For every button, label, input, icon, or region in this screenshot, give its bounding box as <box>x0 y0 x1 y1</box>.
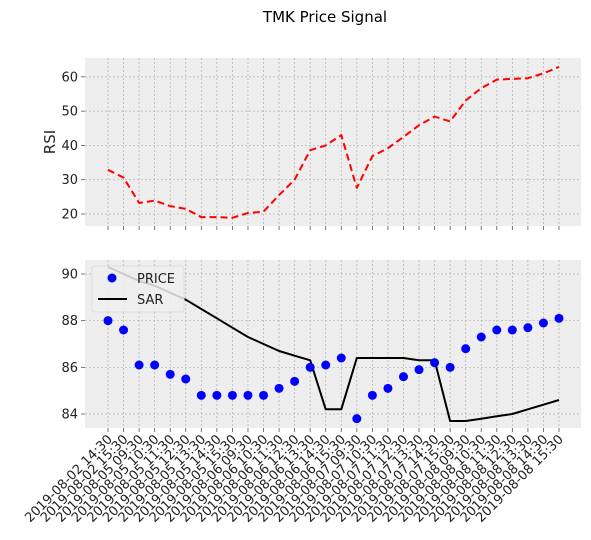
price-point <box>243 390 253 400</box>
chart-title: TMK Price Signal <box>262 8 387 26</box>
price-point <box>445 362 455 372</box>
price-point <box>414 365 424 375</box>
legend: PRICE SAR <box>91 265 185 313</box>
price-point <box>227 390 237 400</box>
rsi-panel: 20 30 40 50 60 RSI <box>41 58 581 230</box>
price-y-tick-label: 84 <box>61 408 78 423</box>
legend-price-label: PRICE <box>137 272 175 287</box>
price-point <box>181 374 191 384</box>
rsi-gridlines <box>85 58 581 226</box>
price-point <box>554 313 564 323</box>
price-point <box>259 390 269 400</box>
price-point <box>165 369 175 379</box>
price-point <box>336 353 346 363</box>
price-y-tick-label: 88 <box>61 314 78 329</box>
rsi-y-tick-label: 60 <box>61 70 78 85</box>
price-point <box>196 390 206 400</box>
price-point <box>398 372 408 382</box>
price-point <box>134 360 144 370</box>
price-point <box>119 325 129 335</box>
price-point <box>212 390 222 400</box>
rsi-y-axis-label: RSI <box>41 130 59 154</box>
price-y-tick-label: 90 <box>61 268 78 283</box>
price-point <box>290 376 300 386</box>
price-point <box>492 325 502 335</box>
rsi-panel-background <box>85 58 581 226</box>
legend-sar-label: SAR <box>137 293 163 308</box>
price-point <box>476 332 486 342</box>
price-point <box>523 323 533 333</box>
price-sar-gridlines <box>85 260 581 428</box>
price-point <box>352 414 362 424</box>
price-point <box>383 383 393 393</box>
rsi-y-tick-label: 50 <box>61 105 78 120</box>
rsi-series <box>107 65 560 219</box>
price-point <box>461 344 471 354</box>
price-point <box>507 325 517 335</box>
price-point <box>430 358 440 368</box>
price-y-tick-label: 86 <box>61 361 78 376</box>
rsi-y-tick-label: 30 <box>61 173 78 188</box>
legend-price-marker <box>107 273 117 283</box>
price-point <box>150 360 160 370</box>
price-point <box>103 316 113 326</box>
rsi-line <box>107 65 560 219</box>
price-point <box>274 383 284 393</box>
rsi-y-tick-label: 40 <box>61 139 78 154</box>
rsi-y-ticks: 20 30 40 50 60 <box>61 70 560 230</box>
price-point <box>305 362 315 372</box>
price-point <box>321 360 331 370</box>
price-point <box>367 390 377 400</box>
price-point <box>538 318 548 328</box>
price-sar-y-ticks: 84 86 88 90 <box>61 268 85 423</box>
rsi-y-tick-label: 20 <box>61 208 78 223</box>
